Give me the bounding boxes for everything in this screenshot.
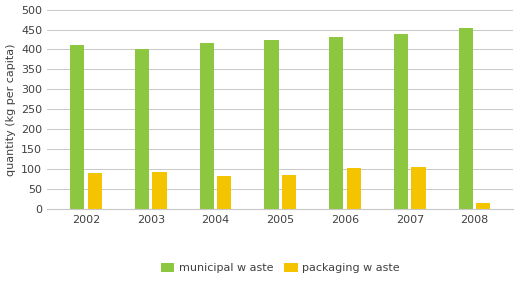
Bar [135,49,149,209]
Bar [394,33,408,209]
Bar [153,172,167,209]
Bar [217,176,231,209]
Bar [70,46,85,209]
Bar [412,167,426,209]
Y-axis label: quantity (kg per capita): quantity (kg per capita) [6,43,16,176]
Legend: municipal w aste, packaging w aste: municipal w aste, packaging w aste [156,259,404,278]
Bar [329,37,344,209]
Bar [264,40,279,209]
Bar [459,28,473,209]
Bar [282,175,296,209]
Bar [200,43,214,209]
Bar [476,203,490,209]
Bar [88,173,102,209]
Bar [347,168,361,209]
